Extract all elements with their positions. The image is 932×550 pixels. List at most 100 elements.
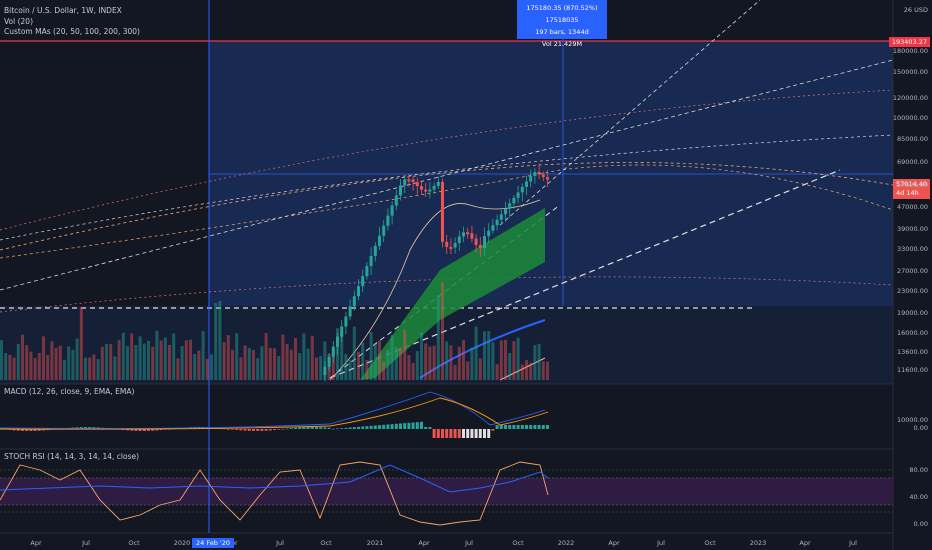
candle[interactable] — [436, 181, 440, 186]
candle[interactable] — [399, 185, 402, 196]
candle[interactable] — [546, 177, 549, 180]
volume-bar — [126, 346, 129, 380]
arc-curve-2[interactable] — [0, 134, 894, 241]
macd-bar — [403, 423, 407, 429]
candle[interactable] — [382, 225, 386, 236]
volume-bar — [424, 343, 428, 380]
price-tick: 120000.00 — [892, 94, 928, 102]
candle[interactable] — [516, 192, 520, 198]
candle[interactable] — [453, 243, 457, 248]
candle[interactable] — [403, 179, 407, 186]
candle[interactable] — [365, 266, 369, 277]
candle[interactable] — [525, 181, 528, 187]
candle[interactable] — [432, 185, 436, 190]
volume-bar — [537, 343, 541, 380]
stoch-tick: 80.00 — [909, 466, 928, 474]
candle[interactable] — [495, 219, 499, 226]
candle[interactable] — [466, 232, 470, 235]
candle[interactable] — [348, 306, 352, 317]
volume-bar — [109, 344, 113, 380]
candle[interactable] — [428, 189, 432, 192]
candle[interactable] — [487, 230, 491, 237]
candle[interactable] — [470, 233, 474, 239]
candle[interactable] — [462, 232, 465, 237]
volume-bar — [487, 331, 491, 380]
volume-bar — [0, 340, 3, 380]
fan-line-4[interactable] — [329, 204, 561, 379]
volume-bar — [466, 361, 470, 380]
volume-bar — [67, 346, 71, 380]
candle[interactable] — [445, 241, 449, 248]
arc-curve-1[interactable] — [0, 162, 894, 251]
volume-legend[interactable]: Vol (20) — [4, 17, 34, 26]
macd-bar — [478, 429, 482, 438]
candle[interactable] — [352, 296, 356, 307]
candle[interactable] — [483, 236, 486, 248]
fan-line-3[interactable] — [329, 169, 841, 379]
stoch-legend[interactable]: STOCH RSI (14, 14, 3, 14, 14, close) — [4, 452, 140, 461]
time-tick: 2020 — [173, 539, 191, 547]
volume-bar — [33, 358, 37, 380]
candle[interactable] — [415, 182, 419, 187]
volume-bar — [205, 358, 209, 380]
volume-bar — [298, 353, 302, 380]
candle[interactable] — [411, 179, 415, 183]
measure-tooltip[interactable]: 175180.35 (870.52%) 17518035 197 bars, 1… — [517, 0, 607, 48]
candle[interactable] — [478, 244, 482, 248]
macd-bar — [462, 429, 465, 438]
candle[interactable] — [336, 336, 339, 347]
candle[interactable] — [508, 203, 512, 209]
candle[interactable] — [541, 174, 545, 178]
candle[interactable] — [420, 186, 423, 190]
candle[interactable] — [504, 208, 507, 215]
macd-bar — [235, 429, 239, 430]
candle[interactable] — [340, 326, 344, 337]
volume-bar — [508, 353, 512, 380]
candle[interactable] — [512, 197, 516, 204]
candle[interactable] — [327, 356, 331, 367]
ma-legend[interactable]: Custom MAs (20, 50, 100, 200, 300) — [4, 27, 140, 36]
candle[interactable] — [407, 179, 411, 182]
candle[interactable] — [331, 346, 335, 357]
candle[interactable] — [344, 316, 348, 327]
candle[interactable] — [373, 245, 377, 256]
candle[interactable] — [378, 235, 381, 246]
time-tick: Apr — [608, 539, 620, 547]
macd-bar — [449, 429, 453, 438]
symbol-legend[interactable]: Bitcoin / U.S. Dollar, 1W, INDEX — [4, 6, 122, 15]
candle[interactable] — [441, 181, 444, 242]
candle[interactable] — [499, 214, 503, 220]
candle[interactable] — [424, 189, 428, 192]
macd-legend[interactable]: MACD (12, 26, close, 9, EMA, EMA) — [4, 387, 135, 396]
candle[interactable] — [457, 236, 461, 244]
volume-bar — [147, 340, 150, 380]
volume-bar — [399, 347, 402, 380]
candle[interactable] — [357, 286, 360, 297]
candle[interactable] — [520, 186, 524, 193]
macd-bar — [432, 429, 436, 438]
volume-bar — [361, 342, 365, 380]
candle[interactable] — [474, 238, 478, 245]
candle[interactable] — [537, 172, 541, 175]
volume-bar — [436, 295, 440, 380]
price-axis-top-tick: 26 — [903, 6, 913, 14]
candle[interactable] — [394, 195, 398, 206]
candle[interactable] — [533, 172, 537, 177]
candle[interactable] — [361, 276, 365, 287]
macd-bar — [394, 423, 398, 429]
candles[interactable] — [323, 163, 549, 382]
macd-bar — [273, 429, 276, 431]
candle[interactable] — [491, 225, 495, 231]
candle[interactable] — [449, 247, 453, 250]
fan-line-2[interactable] — [499, 0, 761, 226]
candle[interactable] — [369, 255, 373, 267]
candle[interactable] — [529, 176, 533, 182]
candle[interactable] — [386, 215, 390, 226]
candle[interactable] — [323, 366, 327, 375]
volume-bar — [264, 332, 268, 380]
candle[interactable] — [390, 205, 394, 216]
macd-bar — [310, 427, 314, 429]
arc-curve-5[interactable] — [0, 276, 894, 313]
arc-curve-3[interactable] — [0, 89, 894, 231]
